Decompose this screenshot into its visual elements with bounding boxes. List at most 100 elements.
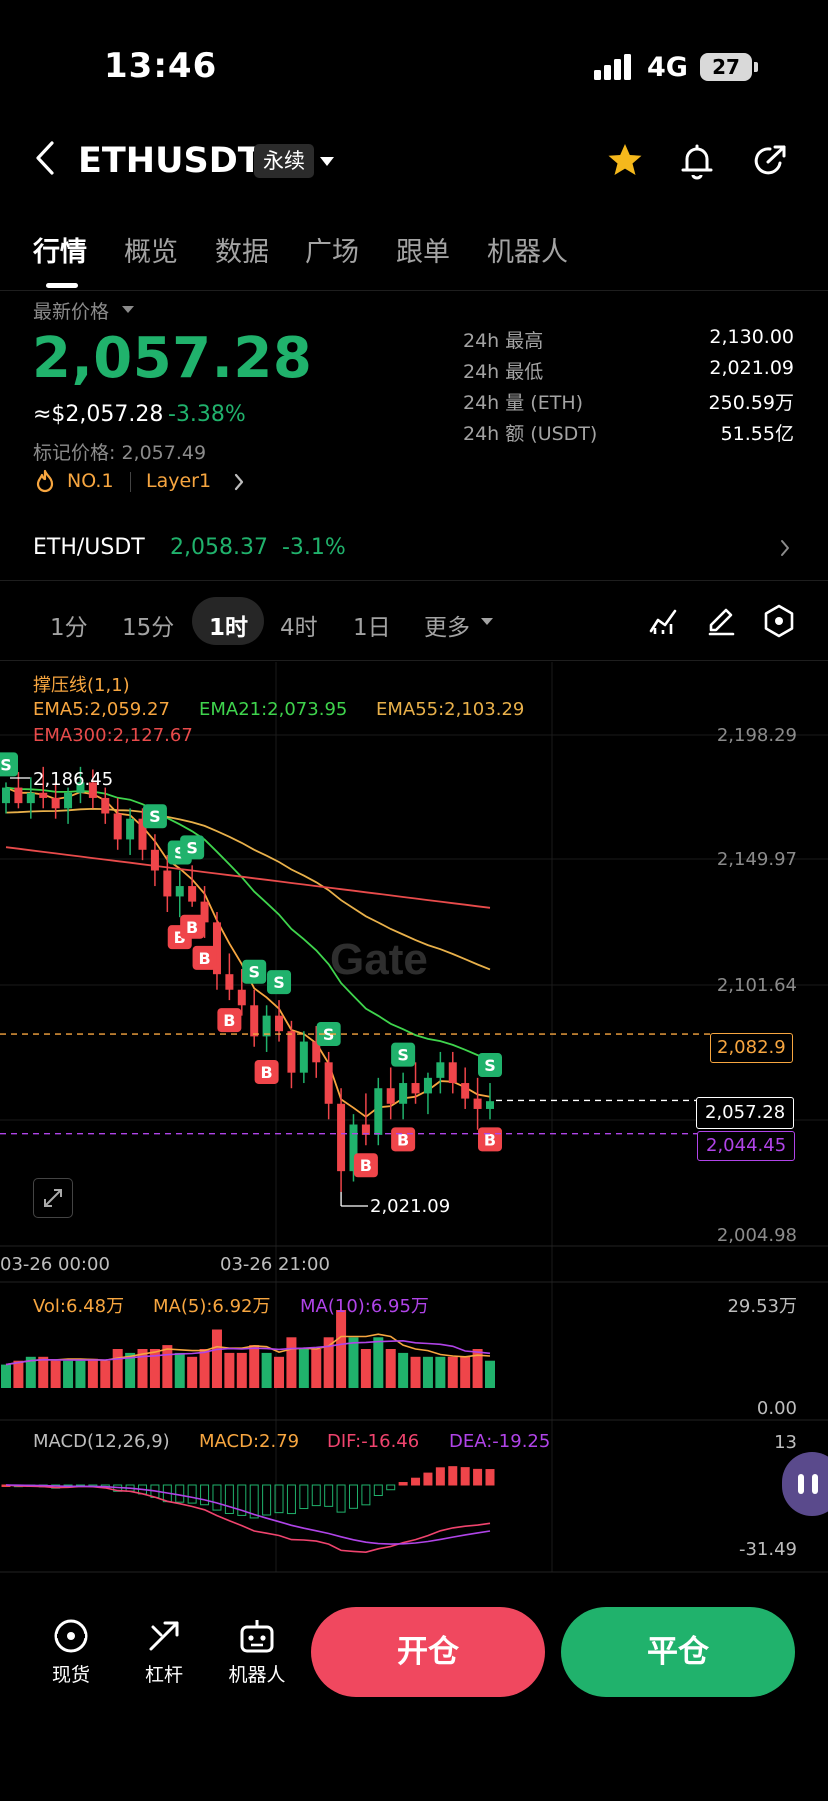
spot-pair[interactable]: ETH/USDT [33,535,145,560]
marker-letter: S [186,838,198,857]
close-position-button[interactable]: 平仓 [561,1607,795,1697]
macd-histogram-bar [187,1484,197,1504]
candle-body [262,1015,271,1037]
vol-ma10-label: MA(10):6.95万 [300,1296,429,1317]
category-tag[interactable]: Layer1 [146,470,212,492]
candle-body [473,1098,482,1109]
back-icon[interactable] [34,140,56,176]
spot-price-change[interactable]: 2,058.37 -3.1% [170,535,346,560]
sell-marker [267,970,292,995]
spot-label[interactable]: 现货 [51,1664,90,1686]
volume-bar [447,1356,458,1388]
star-icon[interactable] [606,142,644,178]
volume-bar [125,1352,136,1388]
contract-type-badge[interactable]: 永续 [254,144,314,178]
macd-histogram-bar [286,1484,296,1515]
candle-body [237,989,246,1006]
mark-price: 标记价格: 2,057.49 [33,442,207,464]
tab-square[interactable]: 广场 [305,237,359,268]
chevron-down-icon[interactable] [122,306,134,313]
volume-bar [298,1349,309,1388]
candle-body [386,1088,395,1104]
x-tick: 03-26 21:00 [220,1254,330,1275]
settings-hex-icon[interactable] [763,604,795,638]
candle-body [225,974,234,990]
volume-bar [75,1360,86,1388]
macd-min-tick: -31.49 [738,1539,797,1560]
tab-copy-trading[interactable]: 跟单 [396,237,450,268]
volume-bar [472,1349,483,1388]
share-icon[interactable] [752,143,788,179]
leverage-label[interactable]: 杠杆 [144,1664,183,1686]
candle-body [175,886,184,897]
chevron-down-icon[interactable] [481,618,493,625]
tab-bots[interactable]: 机器人 [487,237,568,268]
candle-body [411,1083,420,1094]
dea-line [5,1484,491,1545]
bot-label[interactable]: 机器人 [228,1664,286,1686]
marker-letter: S [174,844,186,863]
fullscreen-button[interactable] [33,1178,73,1218]
bell-icon[interactable] [680,142,714,180]
volume-bar [435,1356,446,1388]
latest-price-label[interactable]: 最新价格 [33,301,110,323]
macd-histogram-bar [299,1484,309,1510]
interval-1d[interactable]: 1日 [353,615,391,641]
chevron-down-icon[interactable] [320,157,334,166]
tab-market[interactable]: 行情 [33,237,87,268]
tab-overview[interactable]: 概览 [124,237,178,268]
chevron-right-icon[interactable] [779,538,791,558]
volume-bar [87,1358,98,1388]
indicator-title[interactable]: 撑压线(1,1) [33,675,130,696]
leverage-icon[interactable] [145,1617,183,1655]
rank-badge[interactable]: NO.1 [67,470,114,492]
draw-pencil-icon[interactable] [706,606,736,636]
floating-assistant-bubble[interactable] [782,1452,828,1516]
stat-value-volume: 250.59万 [708,392,794,414]
volume-bar [261,1352,272,1388]
macd-histogram-bar [423,1472,433,1486]
macd-histogram-bar [460,1467,470,1486]
price-change-percent: -3.38% [168,402,246,427]
indicator-icon[interactable] [648,606,678,636]
y-tick: 2,149.97 [716,849,797,870]
candle-body [126,818,135,840]
sell-marker [242,959,267,984]
resistance-level-tag: 2,082.9 [710,1033,793,1063]
divider [0,290,828,291]
tab-data[interactable]: 数据 [215,237,269,268]
candle-body [39,792,48,798]
chevron-right-icon[interactable] [233,472,245,492]
marker-letter: S [323,1025,335,1044]
volume-bar [422,1356,433,1388]
watermark: Gate [330,935,428,984]
interval-15m[interactable]: 15分 [122,615,175,641]
macd-histogram-bar [485,1469,495,1486]
interval-1m[interactable]: 1分 [50,615,88,641]
y-tick: 2,004.98 [716,1225,797,1246]
volume-bar [112,1349,123,1388]
volume-bar [50,1360,61,1388]
volume-bar [323,1337,334,1388]
candle-body [188,886,197,902]
candle-body [150,849,159,871]
interval-4h[interactable]: 4时 [280,615,318,641]
interval-1h[interactable]: 1时 [209,615,249,641]
bot-icon[interactable] [238,1617,276,1655]
symbol-title[interactable]: ETHUSDT [78,141,262,181]
buy-marker [180,914,205,939]
vol-ma5-label: MA(5):6.92万 [153,1296,271,1317]
macd-title: MACD(12,26,9) [33,1431,170,1452]
candle-body [399,1083,408,1104]
marker-letter: S [484,1056,496,1075]
current-price-tag[interactable]: 2,057.28 [696,1097,795,1129]
volume-bar [162,1345,173,1388]
interval-more[interactable]: 更多 [424,615,470,641]
candle-body [349,1124,358,1172]
spot-icon[interactable] [52,1617,90,1655]
stat-label-turnover: 24h 额 (USDT) [463,423,598,445]
candle-body [324,1062,333,1104]
marker-letter: B [198,949,210,968]
open-position-button[interactable]: 开仓 [311,1607,545,1697]
